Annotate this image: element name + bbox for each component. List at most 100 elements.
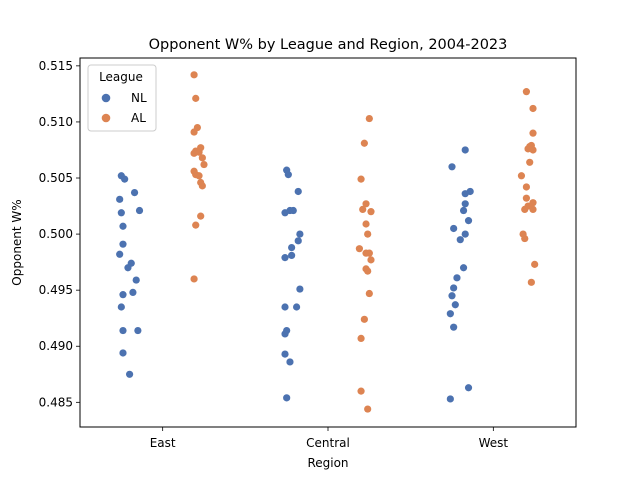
data-points bbox=[116, 71, 539, 413]
data-point-al bbox=[362, 249, 370, 257]
y-tick-label: 0.505 bbox=[39, 171, 73, 185]
data-point-nl bbox=[284, 171, 292, 179]
data-point-al bbox=[364, 405, 372, 413]
data-point-al bbox=[522, 194, 531, 202]
data-point-nl bbox=[450, 323, 458, 331]
data-point-nl bbox=[283, 394, 291, 402]
data-point-nl bbox=[286, 358, 294, 366]
data-point-nl bbox=[461, 146, 469, 154]
data-point-al bbox=[517, 172, 526, 180]
data-point-nl bbox=[281, 254, 289, 262]
data-point-nl bbox=[446, 395, 454, 403]
x-axis-label: Region bbox=[307, 456, 348, 470]
data-point-al bbox=[357, 387, 365, 395]
data-point-nl bbox=[464, 384, 473, 392]
data-point-al bbox=[527, 278, 535, 286]
data-point-al bbox=[195, 172, 203, 180]
data-point-nl bbox=[132, 276, 140, 284]
data-point-al bbox=[529, 146, 537, 154]
data-point-nl bbox=[281, 303, 289, 311]
data-point-al bbox=[360, 139, 368, 147]
data-point-al bbox=[190, 71, 198, 79]
data-point-al bbox=[198, 182, 206, 190]
data-point-al bbox=[365, 114, 373, 123]
data-point-al bbox=[190, 128, 198, 136]
data-point-nl bbox=[288, 243, 296, 252]
data-point-nl bbox=[119, 326, 127, 335]
x-tick-label: West bbox=[479, 436, 509, 450]
data-point-al bbox=[362, 220, 370, 228]
data-point-nl bbox=[119, 240, 127, 248]
data-point-nl bbox=[451, 301, 459, 309]
data-point-nl bbox=[450, 224, 458, 233]
data-point-al bbox=[362, 200, 370, 208]
data-point-al bbox=[357, 334, 365, 342]
y-tick-label: 0.490 bbox=[39, 339, 73, 353]
data-point-nl bbox=[446, 310, 454, 318]
data-point-al bbox=[367, 256, 375, 264]
data-point-al bbox=[364, 230, 372, 238]
data-point-nl bbox=[119, 349, 127, 357]
data-point-al bbox=[531, 260, 539, 268]
y-tick-label: 0.485 bbox=[39, 395, 73, 409]
y-tick-label: 0.495 bbox=[39, 283, 73, 297]
data-point-al bbox=[529, 205, 537, 214]
data-point-al bbox=[522, 88, 531, 96]
data-point-al bbox=[365, 289, 373, 298]
data-point-nl bbox=[129, 288, 137, 297]
data-point-al bbox=[521, 234, 529, 243]
data-point-al bbox=[200, 160, 208, 169]
plot-frame bbox=[79, 57, 577, 428]
x-axis: East Central West bbox=[150, 427, 509, 450]
data-point-nl bbox=[119, 291, 127, 299]
data-point-nl bbox=[116, 250, 124, 258]
y-tick-label: 0.500 bbox=[39, 227, 73, 241]
legend-label-nl: NL bbox=[131, 91, 147, 105]
legend-title: League bbox=[99, 70, 143, 84]
data-point-nl bbox=[448, 292, 456, 300]
data-point-nl bbox=[288, 251, 296, 259]
data-point-nl bbox=[117, 303, 125, 311]
x-tick-label: East bbox=[150, 436, 176, 450]
data-point-nl bbox=[296, 285, 304, 293]
legend-label-al: AL bbox=[131, 111, 146, 125]
data-point-nl bbox=[117, 209, 125, 217]
data-point-nl bbox=[453, 274, 461, 282]
data-point-nl bbox=[119, 222, 127, 230]
data-point-al bbox=[192, 94, 200, 102]
y-axis-label: Opponent W% bbox=[10, 199, 24, 285]
data-point-nl bbox=[294, 237, 302, 245]
data-point-al bbox=[522, 183, 531, 191]
data-point-al bbox=[198, 154, 206, 162]
x-tick-label: Central bbox=[306, 436, 350, 450]
data-point-al bbox=[192, 221, 200, 229]
data-point-nl bbox=[116, 195, 124, 203]
data-point-nl bbox=[450, 284, 458, 292]
data-point-al bbox=[190, 149, 198, 157]
y-axis: 0.485 0.490 0.495 0.500 0.505 0.510 0.515 bbox=[39, 59, 80, 409]
legend-marker-nl bbox=[101, 93, 111, 103]
data-point-nl bbox=[134, 326, 142, 335]
legend-marker-al bbox=[101, 113, 111, 123]
data-point-nl bbox=[124, 264, 132, 272]
data-point-nl bbox=[281, 330, 289, 338]
data-point-nl bbox=[459, 264, 468, 272]
data-point-nl bbox=[461, 200, 469, 208]
y-tick-label: 0.515 bbox=[39, 59, 73, 73]
data-point-al bbox=[357, 175, 365, 183]
data-point-al bbox=[190, 275, 198, 283]
data-point-nl bbox=[292, 303, 301, 311]
data-point-al bbox=[526, 158, 534, 166]
chart-title: Opponent W% by League and Region, 2004-2… bbox=[149, 37, 508, 53]
data-point-nl bbox=[294, 187, 302, 196]
data-point-al bbox=[359, 205, 367, 214]
data-point-al bbox=[197, 212, 205, 220]
data-point-al bbox=[529, 104, 537, 113]
data-point-nl bbox=[121, 175, 129, 183]
data-point-al bbox=[355, 245, 364, 253]
data-point-nl bbox=[126, 370, 134, 378]
data-point-al bbox=[364, 267, 372, 275]
data-point-nl bbox=[130, 188, 139, 197]
data-point-nl bbox=[459, 206, 468, 215]
